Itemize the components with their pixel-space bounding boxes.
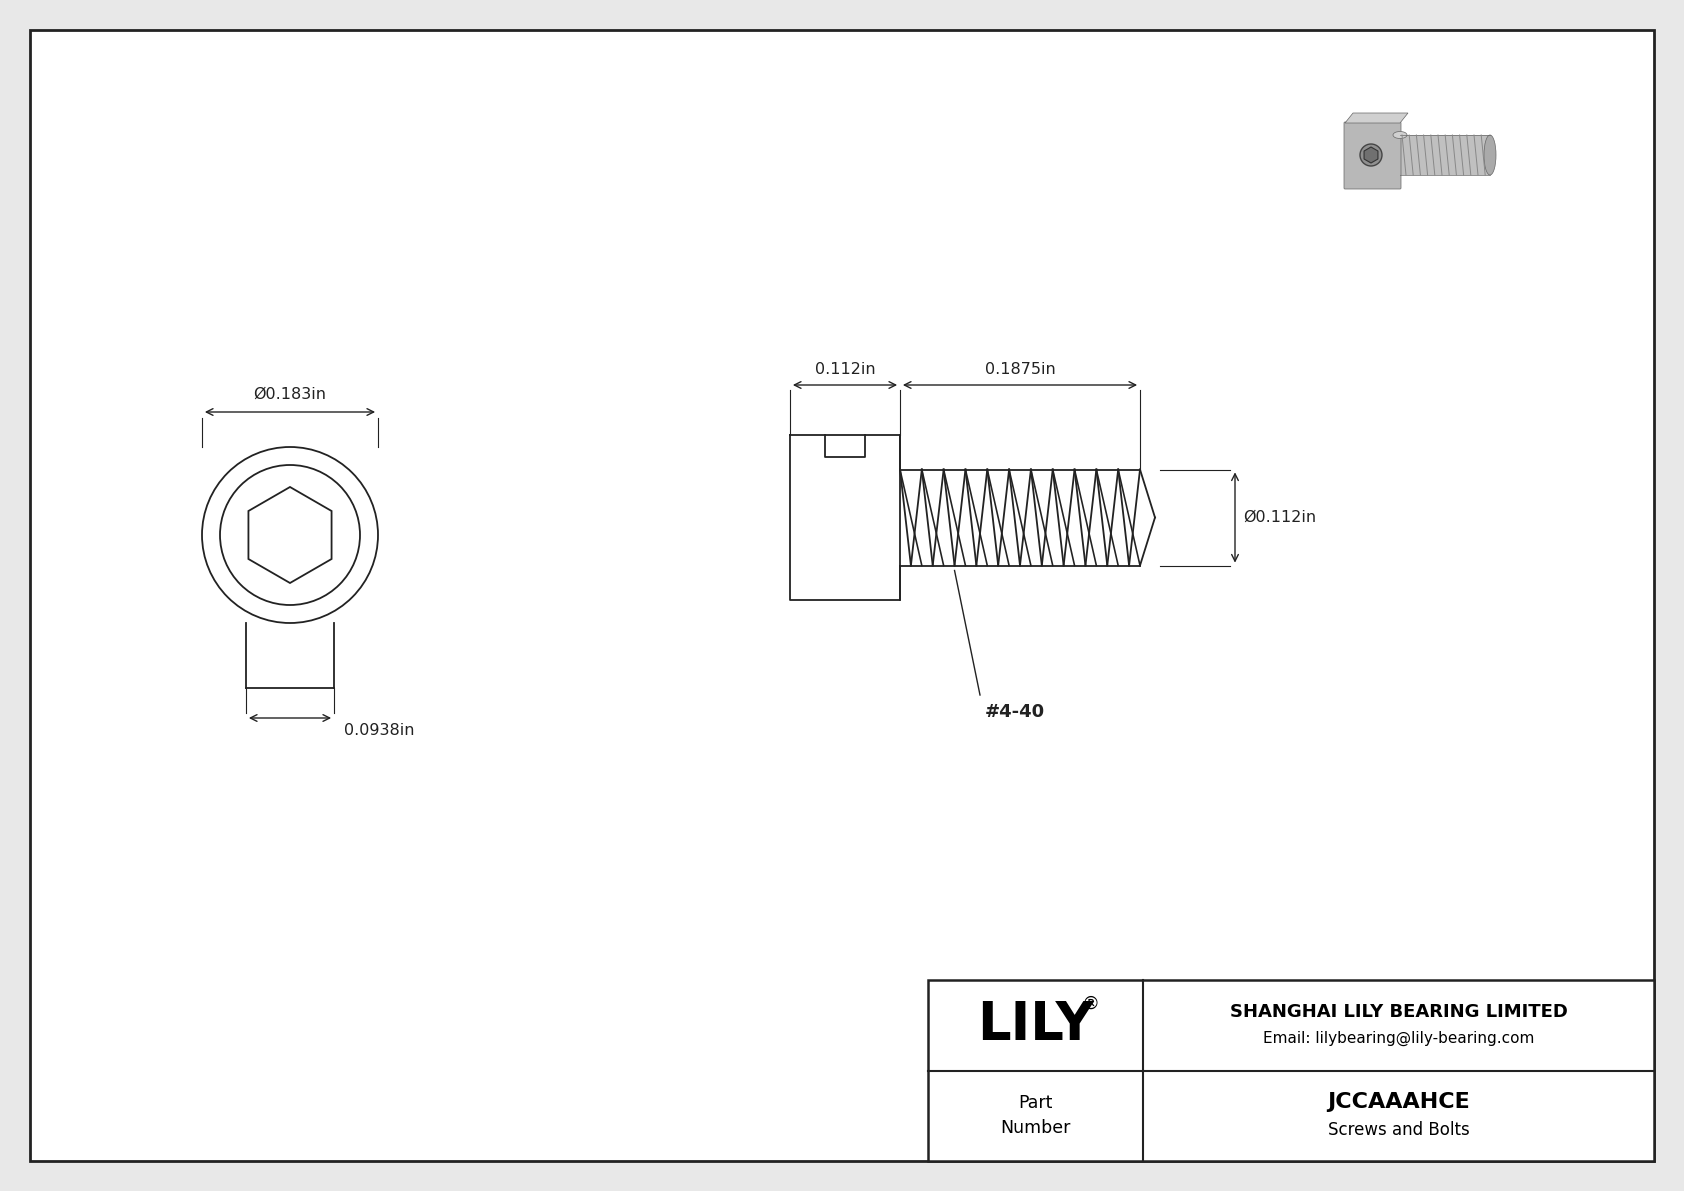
Circle shape [202,447,377,623]
Ellipse shape [1393,131,1408,138]
Text: JCCAAAHCE: JCCAAAHCE [1327,1092,1470,1111]
Text: Part
Number: Part Number [1000,1095,1071,1137]
Text: SHANGHAI LILY BEARING LIMITED: SHANGHAI LILY BEARING LIMITED [1229,1003,1568,1021]
Bar [928,980,1654,1161]
Polygon shape [249,487,332,584]
Text: #4-40: #4-40 [985,703,1046,721]
Text: 0.1875in: 0.1875in [985,362,1056,378]
Ellipse shape [1484,135,1495,175]
Text: 0.0938in: 0.0938in [344,723,414,738]
Text: Email: lilybearing@lily-bearing.com: Email: lilybearing@lily-bearing.com [1263,1030,1534,1046]
Text: ®: ® [1081,994,1100,1012]
Text: LILY: LILY [977,999,1095,1052]
Text: Screws and Bolts: Screws and Bolts [1327,1121,1470,1139]
Text: Ø0.183in: Ø0.183in [254,387,327,403]
Polygon shape [1346,113,1408,123]
FancyBboxPatch shape [1344,121,1401,189]
Circle shape [1361,144,1383,166]
Text: 0.112in: 0.112in [815,362,876,378]
Bar [1399,135,1490,175]
Circle shape [221,464,360,605]
Text: Ø0.112in: Ø0.112in [1243,510,1317,525]
Polygon shape [1364,146,1378,163]
